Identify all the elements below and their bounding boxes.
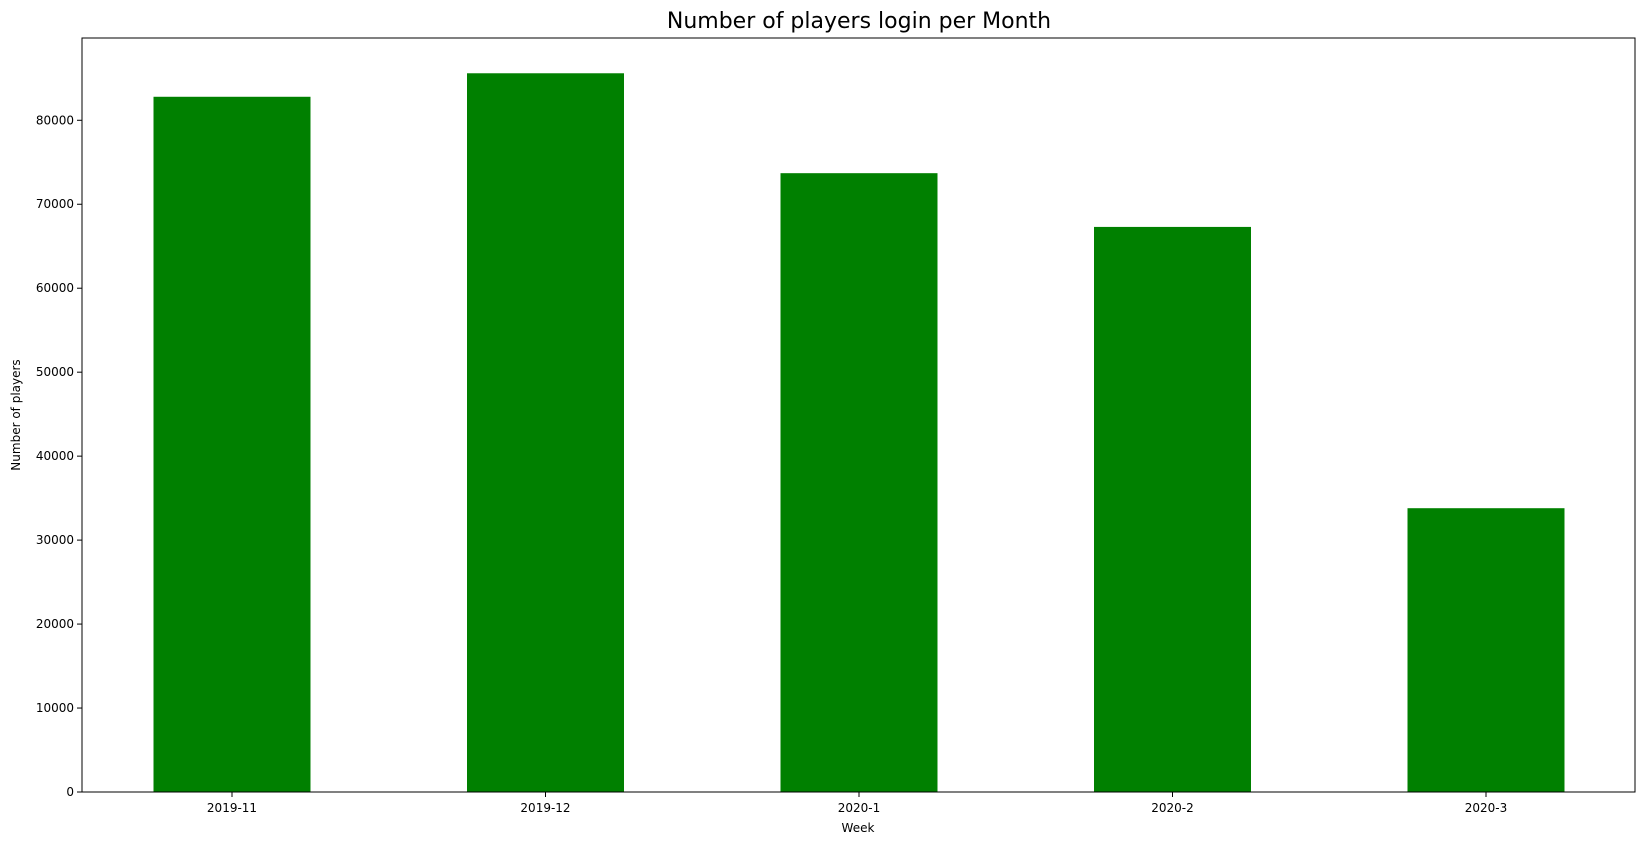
x-tick-label: 2020-2: [1151, 801, 1194, 815]
bar-2019-11: [153, 96, 311, 793]
y-tick-label: 60000: [36, 281, 74, 295]
x-tick-label: 2019-12: [520, 801, 570, 815]
y-tick-label: 80000: [36, 113, 74, 127]
x-axis-label: Week: [842, 821, 875, 835]
x-tick-label: 2019-11: [207, 801, 257, 815]
bar-2020-3: [1407, 508, 1565, 792]
y-tick-label: 40000: [36, 449, 74, 463]
x-tick-label: 2020-1: [838, 801, 881, 815]
plot-frame: [81, 37, 1636, 793]
y-tick-label: 50000: [36, 365, 74, 379]
y-tick-label: 0: [66, 785, 74, 799]
y-tick-label: 30000: [36, 533, 74, 547]
y-tick-label: 70000: [36, 197, 74, 211]
x-tick-label: 2020-3: [1465, 801, 1508, 815]
y-tick-label: 20000: [36, 617, 74, 631]
bar-2020-2: [1094, 226, 1251, 793]
x-axis-ticks: 2019-11 2019-12 2020-1 2020-2 2020-3: [207, 792, 1507, 815]
y-tick-label: 10000: [36, 701, 74, 715]
y-axis-ticks: 0 10000 20000 30000 40000 50000 60000 70000 8000…: [36, 113, 82, 799]
y-axis-label: Number of players: [9, 359, 23, 470]
chart-title: Number of players login per Month: [667, 9, 1051, 34]
bar-2019-12: [467, 73, 624, 793]
bar-2020-1: [780, 173, 938, 793]
bars-group: [153, 73, 1565, 793]
